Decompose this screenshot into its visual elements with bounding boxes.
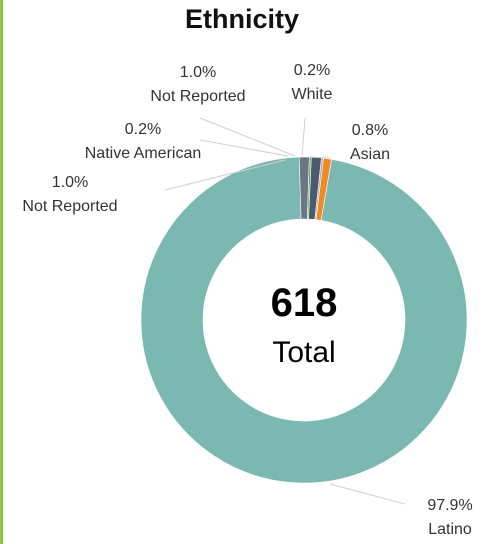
donut-slices <box>140 156 468 484</box>
leader-lines <box>164 117 406 505</box>
slice-value-label-5: 0.8% <box>352 122 388 139</box>
slice-labels: 97.9% Latino 1.0% Not Reported 0.2% Native Am… <box>22 62 472 538</box>
leader-line-1 <box>164 159 286 191</box>
slice-latino-0 <box>140 156 468 484</box>
slice-category-label-2: Native American <box>85 145 202 162</box>
slice-value-label-4: 0.2% <box>294 62 330 79</box>
leader-line-4 <box>301 117 306 157</box>
slice-category-label-5: Asian <box>350 146 390 163</box>
slice-category-label-1: Not Reported <box>22 198 117 215</box>
leader-line-0 <box>329 483 406 505</box>
slice-value-label-2: 0.2% <box>125 121 161 138</box>
slice-category-label-0: Latino <box>428 521 472 538</box>
slice-category-label-4: White <box>292 86 333 103</box>
leader-line-5 <box>309 156 331 159</box>
slice-value-label-1: 1.0% <box>52 174 88 191</box>
left-accent-rule <box>0 0 3 544</box>
leader-line-2 <box>199 139 289 157</box>
chart-title: Ethnicity <box>184 4 299 34</box>
center-total-value: 618 <box>271 281 338 325</box>
leader-line-3 <box>199 117 296 157</box>
slice-value-label-0: 97.9% <box>427 497 472 514</box>
center-total-label: Total <box>272 336 335 369</box>
slice-value-label-3: 1.0% <box>180 64 216 81</box>
slice-category-label-3: Not Reported <box>150 88 245 105</box>
slice-asian-5 <box>315 157 332 221</box>
